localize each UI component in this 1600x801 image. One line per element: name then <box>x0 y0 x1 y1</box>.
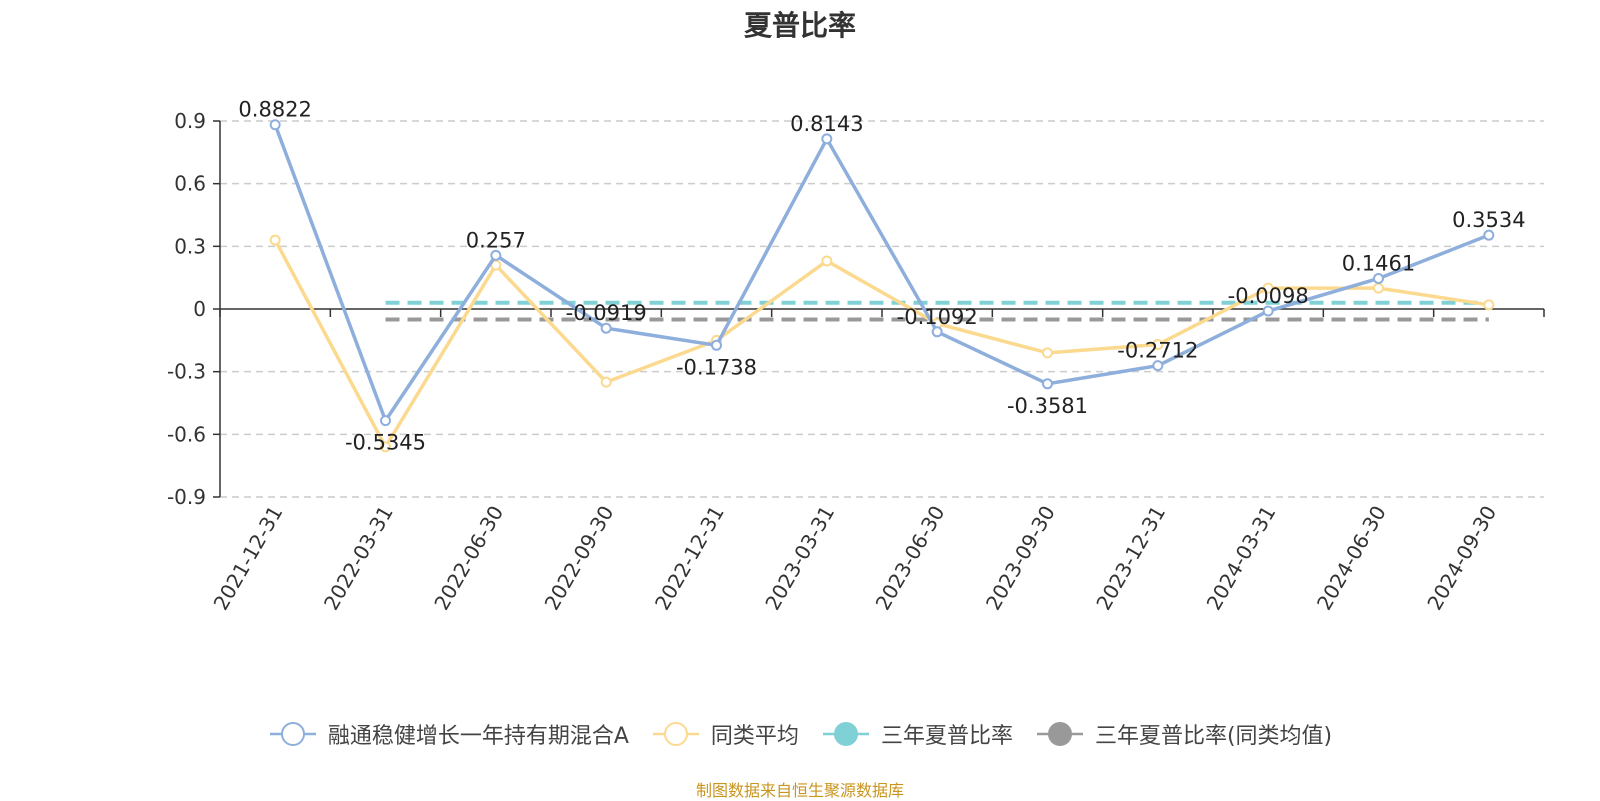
peer-average-point <box>1152 339 1164 351</box>
peer-average-line <box>273 239 1490 449</box>
data-label: 0.1461 <box>1342 251 1415 275</box>
fund-point <box>1483 229 1495 241</box>
x-tick-label: 2023-12-31 <box>1091 502 1170 615</box>
x-tick-label: 2021-12-31 <box>209 502 288 615</box>
data-label: -0.0098 <box>1228 284 1309 308</box>
fund-point <box>1262 305 1274 317</box>
x-tick-label: 2023-06-30 <box>871 502 950 615</box>
x-tick-label: 2024-06-30 <box>1312 502 1391 615</box>
legend-marker-icon <box>822 722 869 746</box>
fund-point <box>269 119 281 131</box>
x-tick-label: 2022-12-31 <box>650 502 729 615</box>
fund-point <box>1373 272 1384 284</box>
peer-average-point <box>1042 347 1053 359</box>
source-note: 制图数据来自恒生聚源数据库 <box>695 781 904 800</box>
legend-dot <box>1047 722 1072 746</box>
y-tick-label: 0.3 <box>174 234 206 258</box>
data-label: -0.1738 <box>676 355 757 379</box>
x-tick-label: 2023-03-31 <box>760 502 839 615</box>
y-tick-label: 0.6 <box>174 172 206 196</box>
peer-average-point <box>1262 282 1274 294</box>
data-label: -0.5345 <box>345 431 426 455</box>
legend-dot <box>280 722 305 746</box>
y-tick-label: -0.6 <box>167 422 206 446</box>
legend-item[interactable]: 同类平均 <box>651 718 799 750</box>
legend-dot <box>833 722 858 746</box>
x-tick-label: 2022-09-30 <box>540 502 619 615</box>
legend-label: 融通稳健增长一年持有期混合A <box>327 724 629 749</box>
legend-marker-icon <box>1036 722 1083 746</box>
fund-point <box>490 249 502 261</box>
data-label: 0.8822 <box>238 98 311 122</box>
peer-average-point <box>600 376 612 388</box>
fund-point <box>600 322 612 334</box>
y-tick-label: -0.9 <box>167 485 206 509</box>
legend-label: 三年夏普比率(同类均值) <box>1094 724 1333 749</box>
fund-point <box>1152 360 1164 372</box>
data-label: 0.257 <box>466 228 526 252</box>
data-label: -0.3581 <box>1007 394 1088 418</box>
x-tick-label: 2022-03-31 <box>319 502 398 615</box>
legend-item[interactable]: 融通稳健增长一年持有期混合A <box>268 718 629 750</box>
chart-title: 夏普比率 <box>743 9 856 42</box>
fund-point <box>1042 378 1053 390</box>
data-label: 0.3534 <box>1452 208 1525 232</box>
y-tick-label: -0.3 <box>167 360 206 384</box>
legend-item[interactable]: 三年夏普比率(同类均值) <box>1035 718 1332 750</box>
x-tick-label: 2023-09-30 <box>981 502 1060 615</box>
fund-point <box>711 339 722 351</box>
data-label: -0.2712 <box>1117 339 1198 363</box>
peer-average-point <box>380 441 391 453</box>
data-label: -0.1092 <box>897 305 978 329</box>
fund-point <box>821 133 833 145</box>
peer-average-point <box>269 234 281 246</box>
y-tick-label: 0 <box>193 297 206 321</box>
legend-item[interactable]: 三年夏普比率 <box>821 718 1013 750</box>
fund-point <box>931 326 943 338</box>
legend-label: 三年夏普比率 <box>880 724 1013 749</box>
data-label: 0.8143 <box>790 112 863 136</box>
legend-marker-icon <box>652 722 699 746</box>
y-tick-label: 0.9 <box>174 109 206 133</box>
peer-average-point <box>1483 299 1495 311</box>
x-tick-label: 2024-03-31 <box>1202 502 1281 615</box>
legend-label: 同类平均 <box>710 724 799 749</box>
x-tick-label: 2022-06-30 <box>429 502 508 615</box>
legend-marker-icon <box>269 722 316 746</box>
x-tick-label: 2024-09-30 <box>1422 502 1501 615</box>
legend: 融通稳健增长一年持有期混合A 同类平均 三年夏普比率 三年夏普比率(同类均值) <box>0 718 1600 750</box>
fund-point <box>380 415 391 427</box>
data-label: -0.0919 <box>566 301 647 325</box>
legend-dot <box>663 722 688 746</box>
fund-line <box>273 124 1490 423</box>
peer-average-point <box>1373 282 1384 294</box>
peer-average-point <box>821 255 833 267</box>
